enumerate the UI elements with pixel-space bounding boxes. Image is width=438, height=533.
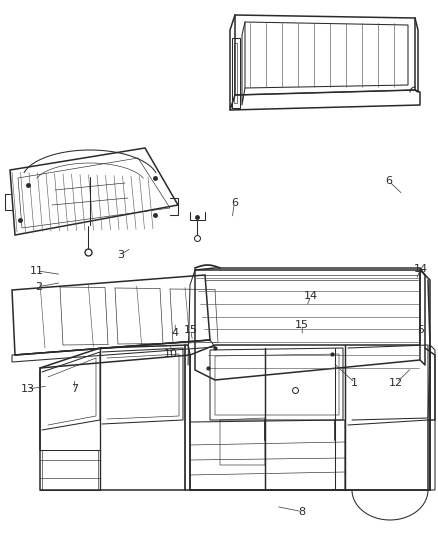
Text: 11: 11 [29, 266, 43, 276]
Text: 2: 2 [35, 282, 42, 292]
Text: 1: 1 [351, 378, 358, 387]
Text: 6: 6 [231, 198, 238, 207]
Text: 8: 8 [299, 507, 306, 516]
Text: 15: 15 [295, 320, 309, 330]
Text: 13: 13 [21, 384, 35, 394]
Text: 12: 12 [389, 378, 403, 387]
Text: 3: 3 [117, 250, 124, 260]
Text: 15: 15 [184, 326, 198, 335]
Text: 6: 6 [385, 176, 392, 186]
Text: 5: 5 [417, 326, 424, 335]
Text: 7: 7 [71, 384, 78, 394]
Text: 10: 10 [164, 350, 178, 359]
Text: 14: 14 [413, 264, 427, 274]
Text: 14: 14 [304, 291, 318, 301]
Text: 4: 4 [172, 328, 179, 338]
